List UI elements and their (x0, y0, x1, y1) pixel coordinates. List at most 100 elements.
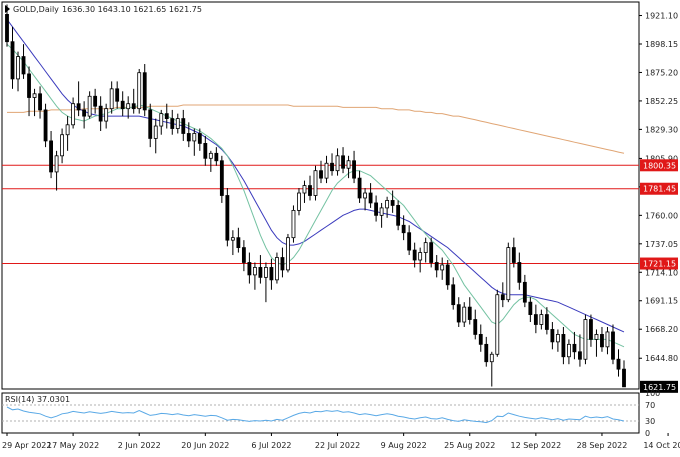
time-axis-label: 22 Jul 2022 (315, 441, 360, 450)
rsi-axis-label: 30 (645, 417, 655, 426)
candle-body (197, 133, 202, 144)
candle-body (230, 237, 235, 241)
candle-body (313, 170, 318, 196)
moving-average-mid-line (6, 19, 625, 333)
rsi-line (6, 406, 625, 424)
candle-body (379, 207, 384, 216)
candle-body (544, 314, 549, 330)
candle-body (5, 14, 9, 43)
rsi-axis-label: 100 (645, 389, 660, 398)
candle-body (522, 281, 527, 303)
candle-body (467, 306, 472, 320)
candle-body (550, 329, 555, 343)
candle-body (27, 73, 31, 98)
candle-body (219, 160, 224, 196)
candle-body (451, 284, 456, 306)
candle-body (60, 134, 65, 157)
price-axis-label: 1921.10 (645, 12, 678, 21)
candle-body (363, 192, 367, 199)
candle-body (440, 264, 445, 271)
candle-body (418, 252, 423, 261)
candle-body (473, 319, 478, 335)
candle-body (54, 155, 59, 173)
moving-average-fast-line (6, 43, 625, 348)
candle-body (583, 319, 588, 360)
candle-body (43, 109, 48, 142)
candle-body (594, 334, 599, 340)
time-axis-label: 12 Sep 2022 (511, 441, 562, 450)
candle-body (208, 152, 213, 159)
candle-body (374, 202, 379, 216)
candle-body (275, 257, 279, 281)
candle-body (131, 103, 136, 110)
candle-body (252, 267, 257, 276)
chart-ohlc-values: 1636.30 1643.10 1621.65 1621.75 (62, 5, 202, 14)
candle-body (302, 185, 307, 194)
price-axis-label: 1875.20 (645, 68, 678, 77)
candle-body (319, 170, 323, 179)
candle-body (137, 72, 142, 110)
price-axis-label: 1737.05 (645, 240, 678, 249)
candle-body (578, 351, 582, 360)
candle-body (605, 331, 610, 348)
candle-body (489, 353, 494, 363)
time-axis-label: 9 Aug 2022 (381, 441, 427, 450)
price-axis-label: 1691.15 (645, 297, 678, 306)
time-axis-label: 17 May 2022 (47, 441, 99, 450)
candle-body (236, 237, 241, 248)
level-price-label: 1721.15 (643, 260, 676, 269)
candle-body (500, 294, 505, 301)
candle-body (368, 192, 373, 204)
candle-body (170, 118, 175, 129)
candle-body (335, 155, 340, 172)
candle-body (104, 108, 109, 122)
time-axis-label: 29 Apr 2022 (2, 441, 51, 450)
rsi-panel-frame (1, 392, 640, 434)
price-axis-label: 1805.90 (645, 154, 678, 163)
candle-body (429, 242, 434, 263)
candle-body (120, 100, 125, 110)
candle-body (539, 314, 544, 325)
price-axis-label: 1668.20 (645, 325, 678, 334)
candle-body (341, 155, 345, 169)
candle-body (352, 160, 356, 179)
candle-body (297, 192, 301, 211)
candle-body (247, 262, 252, 276)
price-axis-label: 1644.80 (645, 354, 678, 363)
candle-body (385, 200, 390, 209)
candle-body (330, 162, 334, 172)
time-axis-label: 25 Aug 2022 (444, 441, 495, 450)
candle-body (286, 237, 290, 271)
candle-body (407, 232, 412, 251)
price-axis-label: 1760.00 (645, 211, 678, 220)
candle-body (528, 301, 533, 315)
collapse-triangle-icon[interactable] (5, 5, 10, 13)
candle-body (495, 294, 500, 355)
candle-body (38, 93, 42, 111)
candle-body (175, 118, 180, 129)
candle-body (82, 109, 87, 117)
candle-body (589, 319, 593, 340)
candle-body (445, 264, 450, 286)
time-axis-label: 14 Oct 2022 (643, 441, 680, 450)
candle-body (32, 93, 37, 98)
candle-body (511, 247, 516, 263)
candle-body (241, 247, 246, 263)
candle-body (506, 247, 511, 301)
candle-body (186, 133, 191, 142)
candle-body (566, 343, 571, 358)
candle-body (622, 368, 626, 388)
candle-body (21, 56, 26, 75)
candle-body (98, 105, 103, 122)
rsi-axis-label: 70 (645, 401, 655, 410)
main-panel-frame (1, 1, 640, 390)
candle-body (390, 200, 395, 206)
candle-body (291, 209, 296, 239)
price-axis-label: 1714.10 (645, 268, 678, 277)
time-axis-label: 28 Sep 2022 (577, 441, 628, 450)
candle-body (93, 95, 98, 107)
candle-body (616, 358, 621, 370)
candle-body (159, 113, 164, 127)
candle-body (142, 72, 147, 111)
